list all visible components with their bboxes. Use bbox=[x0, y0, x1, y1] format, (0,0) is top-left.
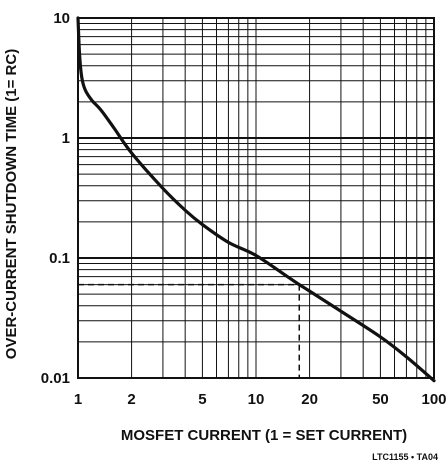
y-tick-label: 10 bbox=[53, 10, 70, 27]
y-tick-label: 0.1 bbox=[49, 250, 70, 267]
x-tick-label: 5 bbox=[198, 391, 206, 408]
y-tick-label: 0.01 bbox=[41, 370, 70, 387]
x-tick-label: 50 bbox=[372, 391, 389, 408]
x-tick-labels: 1 2 5 10 20 50 100 bbox=[74, 391, 447, 408]
plot-frame bbox=[77, 17, 435, 379]
y-axis-title: OVER-CURRENT SHUTDOWN TIME (1= RC) bbox=[3, 49, 20, 359]
x-tick-label: 10 bbox=[248, 391, 265, 408]
x-tick-label: 2 bbox=[127, 391, 135, 408]
x-axis-title: MOSFET CURRENT (1 = SET CURRENT) bbox=[121, 427, 407, 444]
x-tick-label: 20 bbox=[301, 391, 318, 408]
figure-code: LTC1155 • TA04 bbox=[372, 452, 438, 462]
y-tick-label: 1 bbox=[62, 130, 70, 147]
y-tick-labels: 0.01 0.1 1 10 bbox=[41, 10, 70, 387]
series-line-shutdown-time bbox=[76, 16, 436, 383]
grid-lines bbox=[78, 18, 434, 378]
x-tick-label: 100 bbox=[421, 391, 446, 408]
x-tick-label: 1 bbox=[74, 391, 82, 408]
